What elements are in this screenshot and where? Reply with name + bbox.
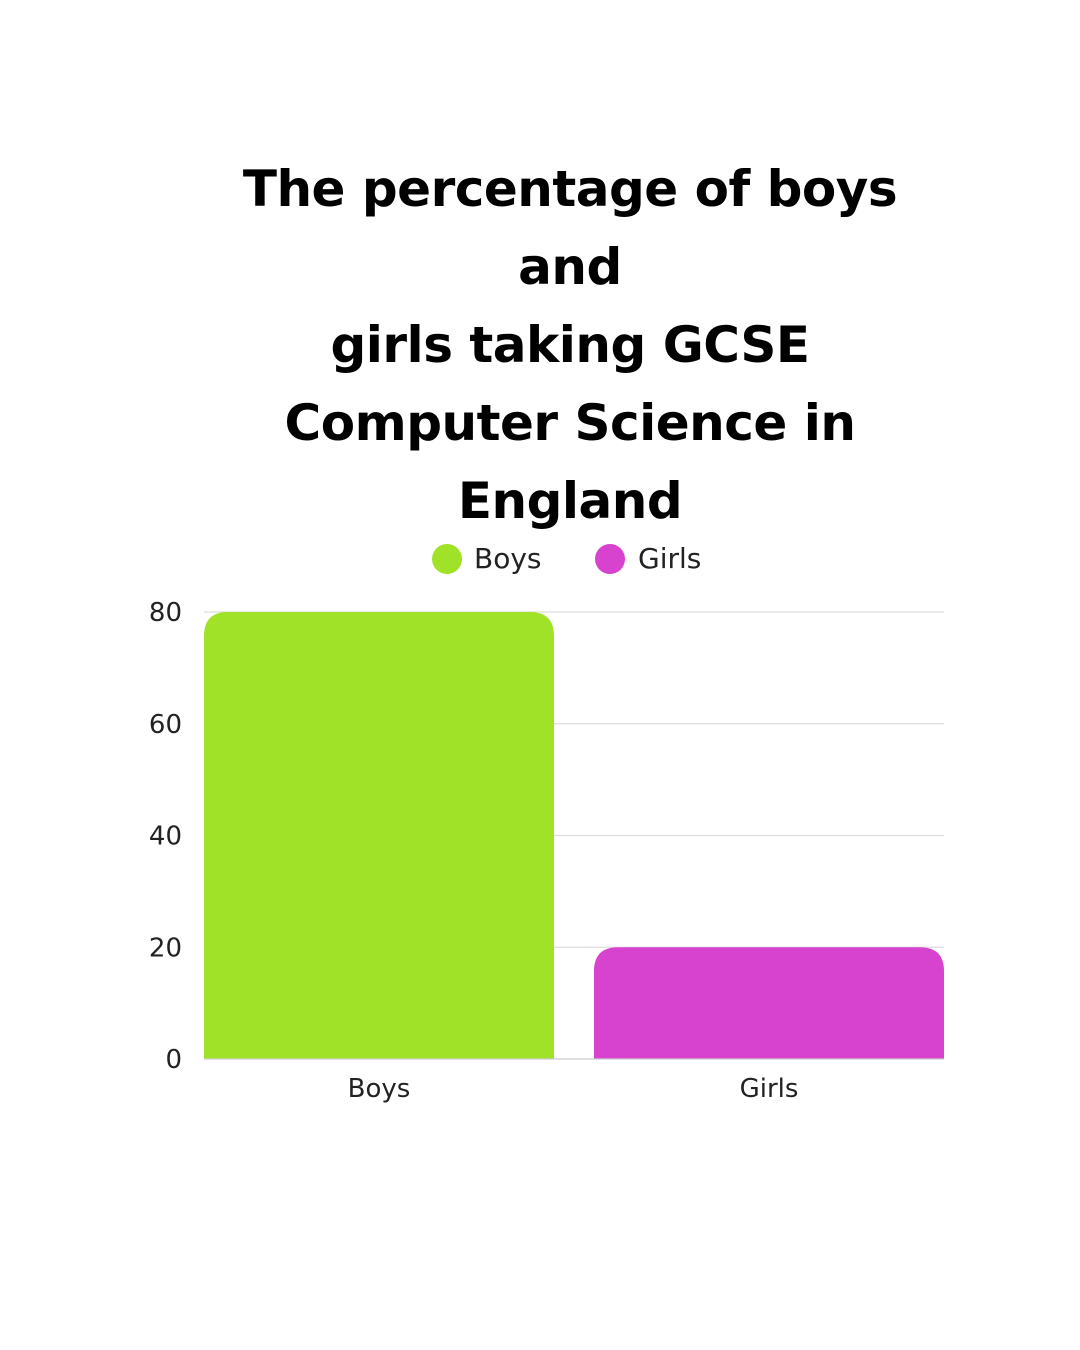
chart-title: The percentage of boys and girls taking … [200,150,940,540]
y-tick-label: 80 [149,598,182,628]
y-axis: 0 20 40 60 80 [149,598,182,1075]
legend-label-boys: Boys [474,542,542,575]
bar-boys [204,612,554,1059]
x-tick-label: Boys [348,1074,411,1104]
bars [204,612,944,1059]
bar-girls [594,947,944,1059]
x-tick-label: Girls [740,1074,799,1104]
y-tick-label: 0 [165,1045,182,1075]
y-tick-label: 20 [149,933,182,963]
chart-title-line-1: The percentage of boys and [242,160,898,296]
y-tick-label: 60 [149,710,182,740]
legend-label-girls: Girls [638,542,701,575]
legend-swatch-girls [595,544,625,574]
chart-title-line-3: Computer Science in [284,394,856,452]
y-tick-label: 40 [149,822,182,852]
legend-swatch-boys [432,544,462,574]
x-axis: Boys Girls [204,1058,944,1104]
chart-title-line-4: England [457,472,683,530]
chart-title-line-2: girls taking GCSE [330,316,810,374]
legend: Boys Girls [432,542,701,575]
